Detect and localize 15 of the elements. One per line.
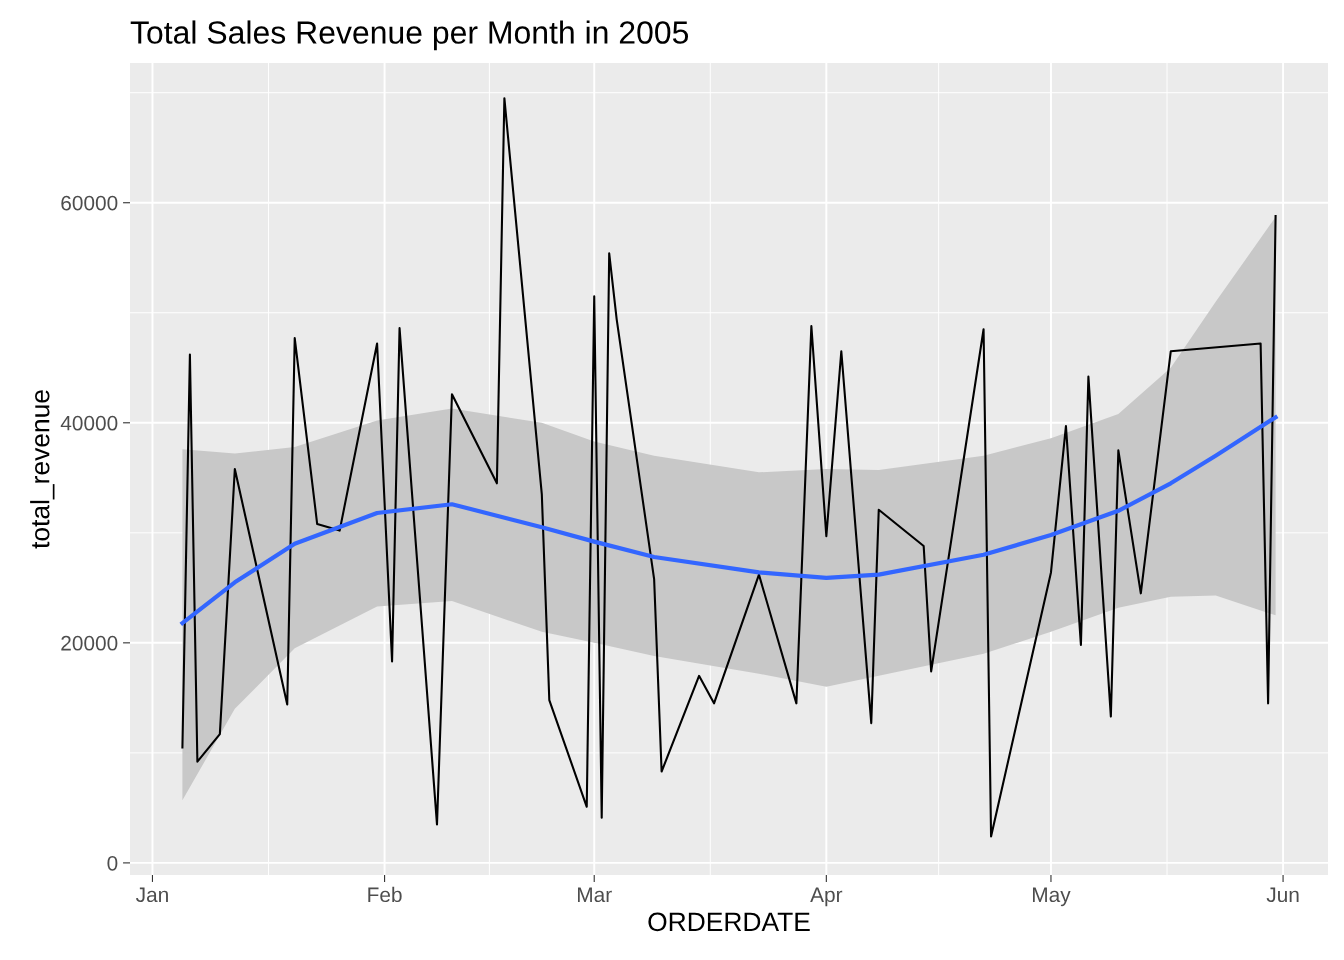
line-series xyxy=(180,415,1278,626)
chart-title: Total Sales Revenue per Month in 2005 xyxy=(130,20,689,51)
line-series xyxy=(181,97,1277,838)
x-tick-label: Jan xyxy=(135,887,168,903)
x-tick-label: Jun xyxy=(1266,887,1299,903)
x-tick-label: May xyxy=(1032,887,1071,907)
x-axis-title: ORDERDATE xyxy=(648,912,810,932)
y-tick-label: 20000 xyxy=(61,635,118,651)
y-tick-label: 0 xyxy=(107,855,118,871)
x-tick-label: Mar xyxy=(578,887,612,903)
x-tick-label: Feb xyxy=(368,886,402,903)
y-tick-label: 60000 xyxy=(61,195,118,211)
x-tick-label: Apr xyxy=(810,887,843,907)
y-axis-title: total_revenue xyxy=(30,390,55,549)
y-tick-label: 40000 xyxy=(60,415,118,431)
